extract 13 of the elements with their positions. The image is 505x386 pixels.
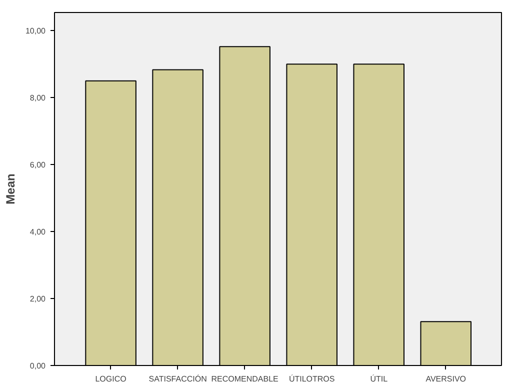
y-tick-label: 10,00 bbox=[25, 26, 46, 36]
y-tick-label: 2,00 bbox=[30, 294, 46, 304]
x-tick-label: SATISFACCIÓN bbox=[148, 374, 208, 384]
x-tick-label: RECOMENDABLE bbox=[211, 374, 278, 384]
x-tick-label: ÚTIL bbox=[370, 374, 388, 384]
y-tick-label: 0,00 bbox=[30, 362, 46, 370]
x-tick-label: AVERSIVO bbox=[426, 374, 466, 384]
y-axis-title: Mean bbox=[3, 174, 18, 204]
y-tick-label: 4,00 bbox=[30, 228, 46, 237]
y-tick-label: 8,00 bbox=[30, 94, 46, 103]
x-tick-label: ÚTILOTROS bbox=[288, 374, 335, 384]
y-tick-label: 6,00 bbox=[30, 160, 46, 170]
x-tick-label: LOGICO bbox=[95, 374, 126, 384]
